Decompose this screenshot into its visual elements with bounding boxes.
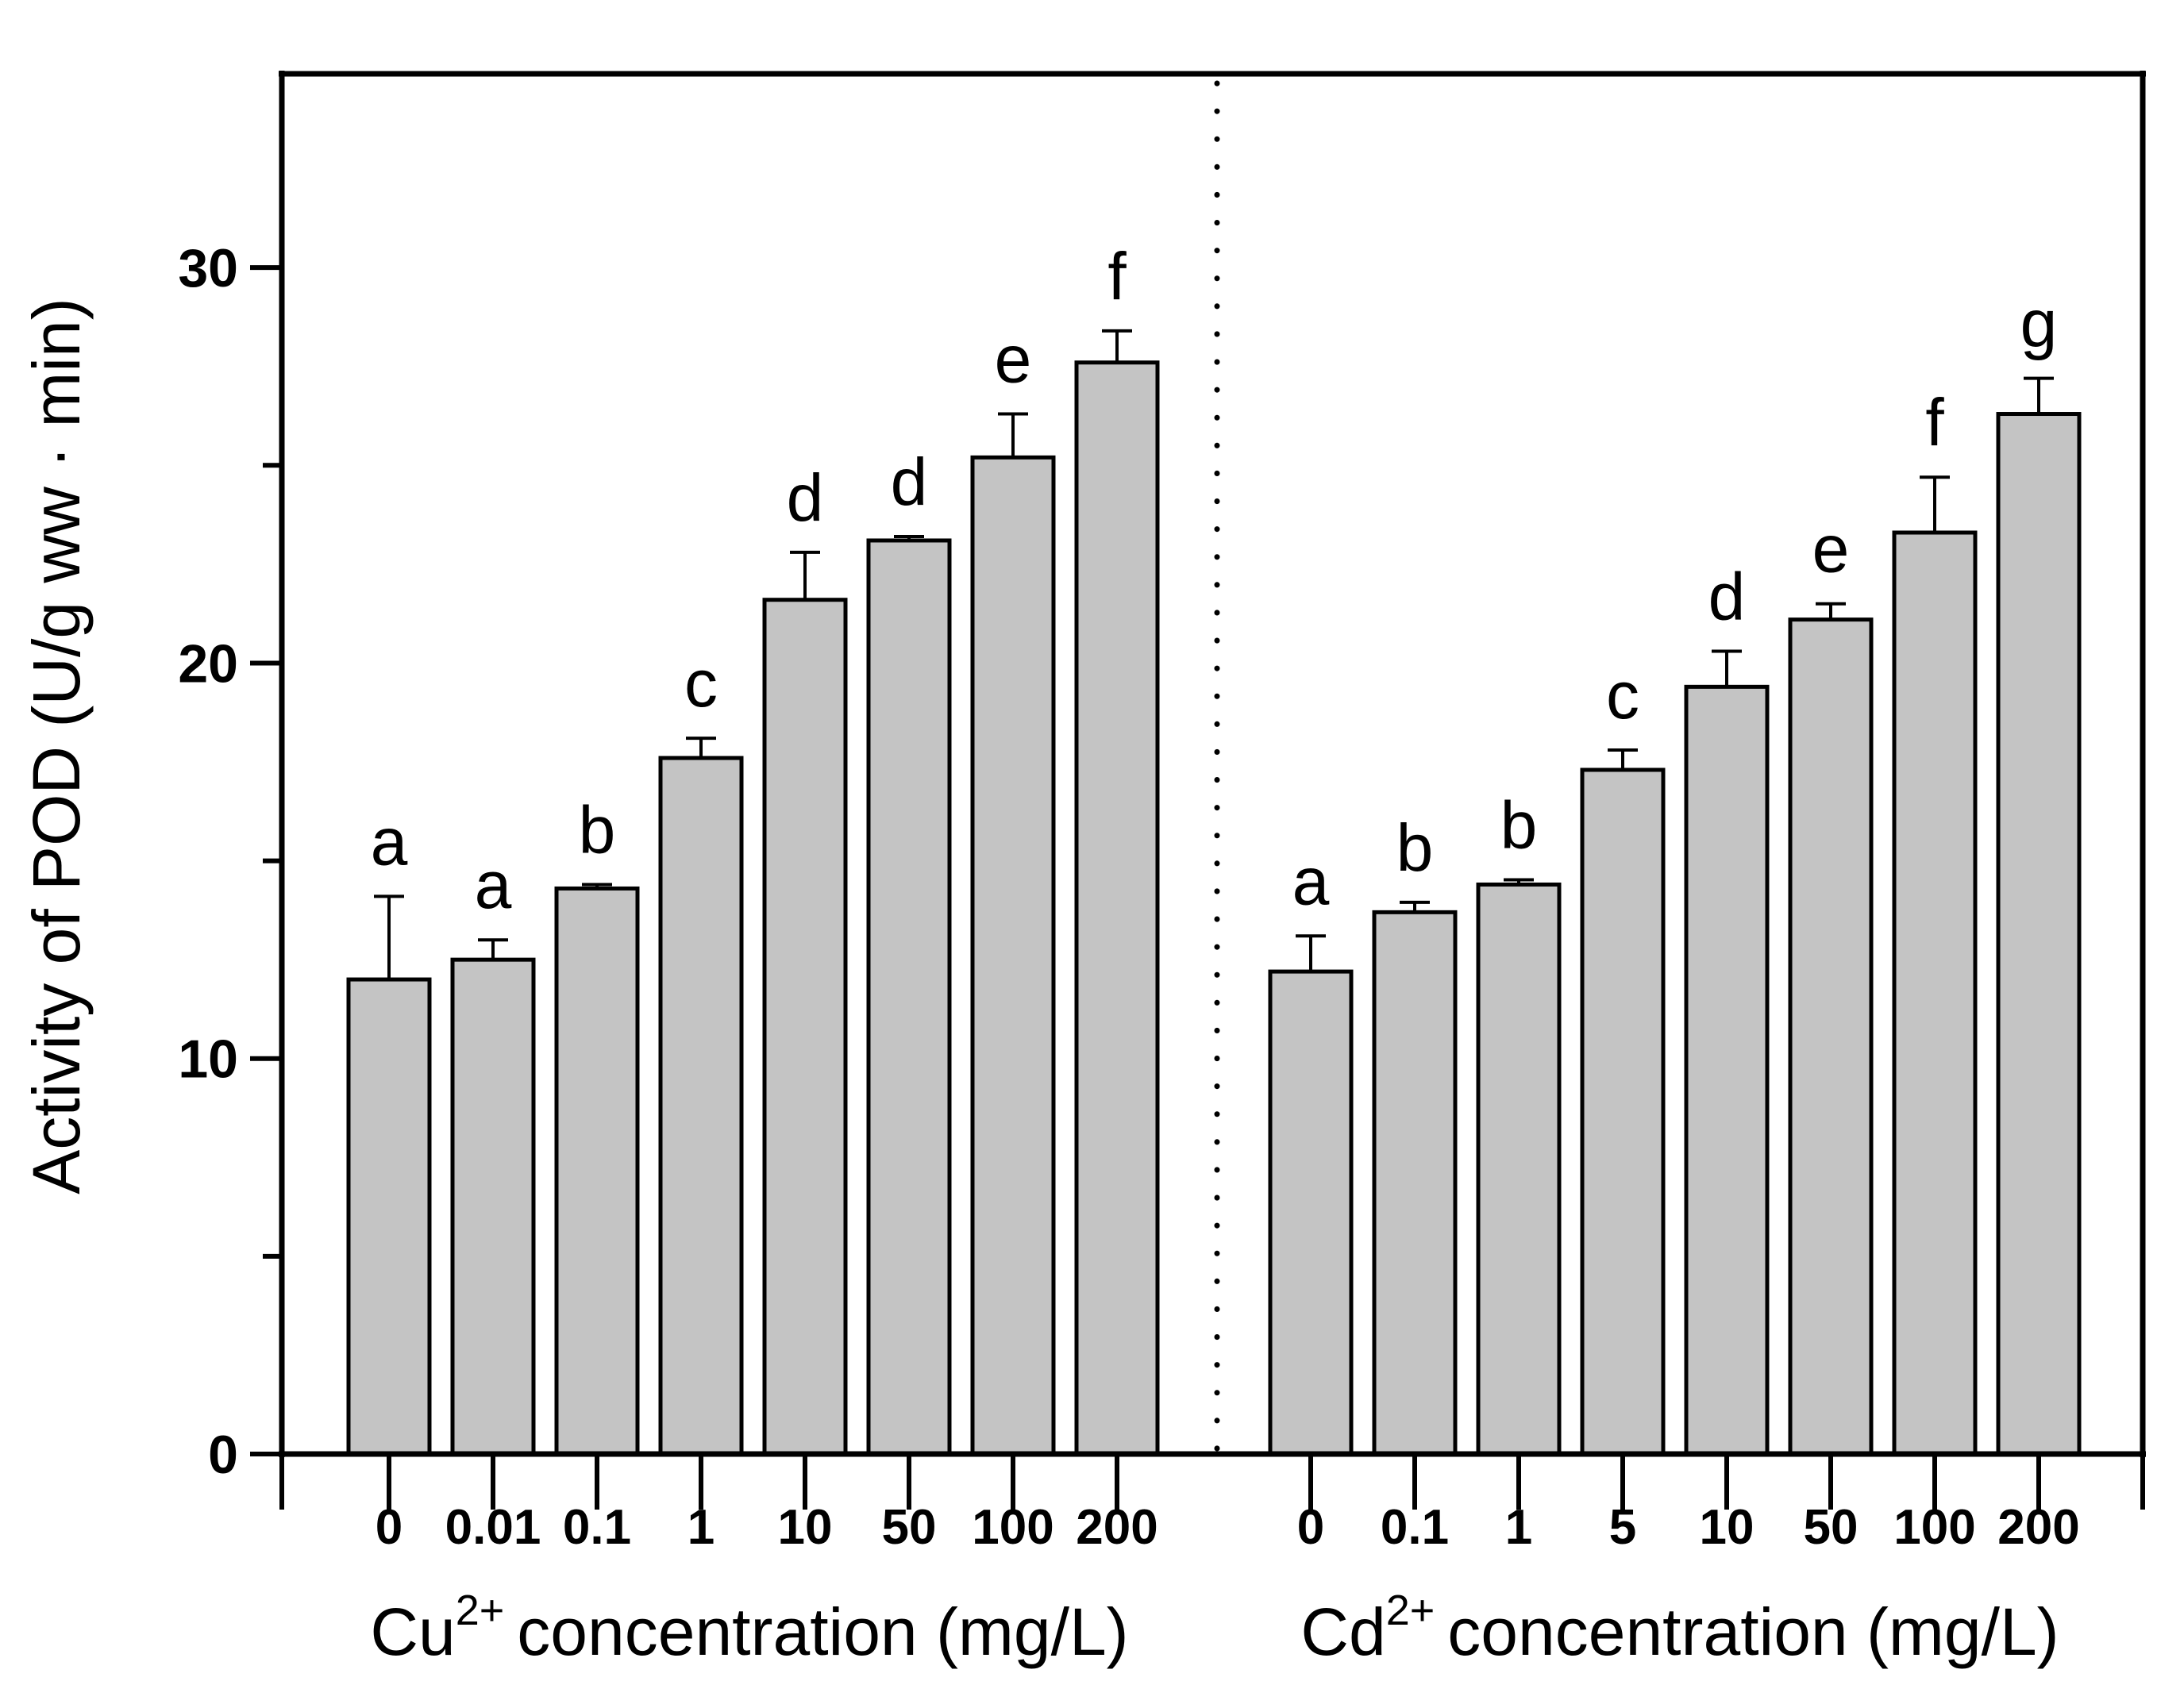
sig-letter-cu-6: e bbox=[995, 322, 1032, 397]
bar-cd-0 bbox=[1268, 969, 1354, 1456]
bar-cu-1 bbox=[450, 957, 536, 1456]
y-tick-label-30: 30 bbox=[178, 238, 238, 298]
x-axis-title-cd: Cd2+ concentration (mg/L) bbox=[1300, 1587, 2059, 1669]
y-tick-label-10: 10 bbox=[178, 1029, 238, 1090]
bar-cu-5 bbox=[866, 538, 952, 1456]
y-axis-title: Activity of POD (U/g ww · min) bbox=[19, 298, 94, 1194]
y-tick-label-20: 20 bbox=[178, 633, 238, 694]
sig-letter-cd-0: a bbox=[1292, 844, 1330, 918]
sig-letter-cu-0: a bbox=[371, 804, 408, 879]
bar-cd-7 bbox=[1996, 412, 2082, 1456]
sig-letter-cu-4: d bbox=[787, 460, 824, 535]
bar-cu-6 bbox=[970, 455, 1056, 1456]
sig-letter-cd-5: e bbox=[1812, 512, 1850, 587]
sig-letter-cd-2: b bbox=[1500, 787, 1538, 862]
sig-letter-cd-4: d bbox=[1708, 559, 1746, 633]
sig-letter-cd-7: g bbox=[2020, 287, 2058, 361]
y-tick-label-0: 0 bbox=[208, 1425, 238, 1485]
sig-letter-cu-3: c bbox=[684, 646, 718, 721]
bar-cd-6 bbox=[1892, 530, 1978, 1456]
bar-cu-2 bbox=[554, 886, 640, 1456]
sig-letter-cu-2: b bbox=[579, 792, 616, 867]
x-axis-title-cu: Cu2+ concentration (mg/L) bbox=[370, 1587, 1128, 1669]
bar-cd-4 bbox=[1684, 684, 1770, 1456]
bar-cd-1 bbox=[1372, 910, 1458, 1456]
sig-letter-cd-6: f bbox=[1925, 385, 1944, 460]
bar-cu-7 bbox=[1074, 360, 1160, 1456]
sig-letter-cu-1: a bbox=[475, 848, 512, 922]
bar-cu-4 bbox=[762, 598, 848, 1456]
bar-cd-2 bbox=[1476, 882, 1562, 1456]
bar-cd-3 bbox=[1580, 767, 1666, 1456]
bar-cu-0 bbox=[346, 977, 432, 1456]
sig-letter-cd-3: c bbox=[1606, 658, 1639, 733]
sig-letter-cu-5: d bbox=[891, 444, 928, 519]
bar-cd-5 bbox=[1788, 617, 1874, 1456]
sig-letter-cd-1: b bbox=[1396, 810, 1434, 885]
sig-letter-cu-7: f bbox=[1107, 239, 1127, 314]
bar-cu-3 bbox=[658, 756, 744, 1456]
